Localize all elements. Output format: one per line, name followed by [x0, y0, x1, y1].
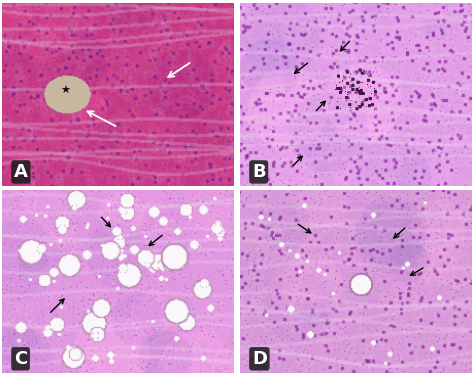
- Text: A: A: [14, 163, 28, 181]
- Text: ★: ★: [60, 86, 70, 96]
- Text: C: C: [14, 350, 27, 368]
- Text: B: B: [252, 163, 265, 181]
- Text: D: D: [252, 350, 267, 368]
